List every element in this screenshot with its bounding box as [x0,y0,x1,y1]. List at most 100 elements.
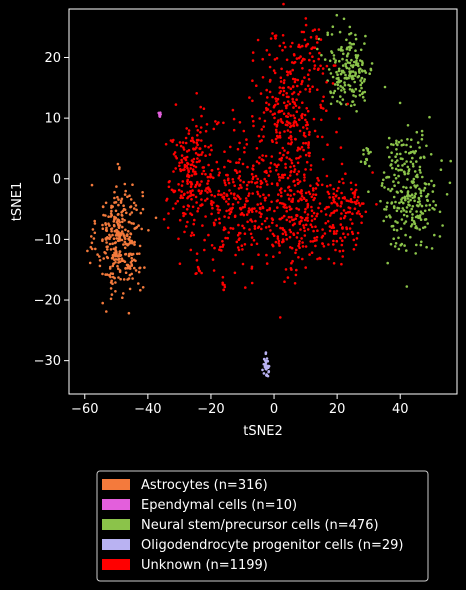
scatter-point [316,88,319,91]
scatter-point [358,93,362,97]
scatter-point [219,245,222,249]
scatter-point [300,219,303,222]
scatter-point [352,90,356,93]
scatter-point [299,55,302,58]
scatter-point [263,219,267,223]
scatter-point [339,84,342,88]
scatter-point [315,214,318,218]
scatter-point [242,180,245,184]
scatter-point [353,195,356,199]
scatter-point [170,188,174,192]
scatter-point [265,374,269,377]
scatter-point [413,170,417,173]
scatter-point [129,232,133,236]
scatter-point [212,269,216,272]
scatter-point [303,210,307,214]
scatter-point [297,106,301,109]
scatter-point [109,287,113,290]
scatter-point [262,363,266,366]
scatter-point [346,54,349,57]
scatter-point [332,211,335,214]
scatter-point [115,228,118,232]
scatter-point [407,151,411,155]
scatter-point [259,92,263,95]
scatter-point [401,196,404,200]
scatter-point [186,191,189,194]
scatter-point [284,233,288,236]
scatter-point [193,147,197,151]
scatter-point [282,153,285,157]
scatter-point [271,113,275,116]
scatter-point [387,136,391,140]
scatter-point [177,183,180,186]
scatter-points [86,2,453,378]
scatter-point [178,262,182,266]
scatter-point [260,181,264,185]
scatter-point [172,190,176,194]
scatter-point [267,103,271,106]
scatter-point [319,64,322,68]
scatter-point [282,112,286,115]
scatter-point [343,83,347,87]
scatter-point [199,105,202,109]
scatter-point [400,200,403,203]
scatter-point [301,101,304,104]
scatter-point [353,103,356,107]
scatter-point [277,163,280,167]
scatter-point [313,236,316,240]
scatter-point [325,206,328,209]
scatter-point [111,205,114,208]
scatter-point [216,208,220,211]
scatter-point [306,202,310,206]
scatter-point [287,142,290,145]
scatter-point [286,129,290,132]
scatter-point [275,165,279,169]
scatter-point [282,89,286,93]
scatter-point [397,140,401,144]
scatter-point [400,218,404,221]
scatter-point [101,205,105,209]
scatter-point [204,215,207,218]
scatter-point [265,101,268,105]
scatter-point [431,206,434,210]
scatter-point [303,179,306,182]
scatter-point [402,213,406,217]
scatter-point [414,192,417,195]
scatter-point [126,230,130,233]
scatter-point [255,209,258,213]
scatter-point [306,42,310,46]
scatter-point [406,178,409,181]
scatter-point [104,201,108,205]
scatter-point [105,255,109,259]
scatter-point [270,200,273,204]
scatter-point [123,182,127,186]
scatter-point [311,55,314,58]
legend-swatch [102,519,130,530]
scatter-point [222,121,225,125]
scatter-point [189,167,192,170]
scatter-point [121,259,124,263]
scatter-point [229,192,233,195]
scatter-point [424,182,428,186]
scatter-point [254,219,257,223]
scatter-point [342,216,346,220]
scatter-point [295,172,299,176]
scatter-point [282,41,286,45]
scatter-point [229,226,232,230]
scatter-point [302,224,305,227]
scatter-point [293,116,297,120]
scatter-point [340,243,344,247]
scatter-point [312,229,315,233]
scatter-point [125,211,128,215]
legend: Astrocytes (n=316)Ependymal cells (n=10)… [96,470,429,582]
scatter-point [304,118,307,122]
scatter-point [229,207,232,210]
scatter-point [344,172,347,175]
scatter-point [241,162,245,166]
scatter-point [180,158,183,162]
scatter-point [330,33,334,36]
scatter-point [90,235,93,238]
scatter-point [233,192,236,196]
scatter-point [288,228,292,232]
scatter-point [292,91,296,94]
